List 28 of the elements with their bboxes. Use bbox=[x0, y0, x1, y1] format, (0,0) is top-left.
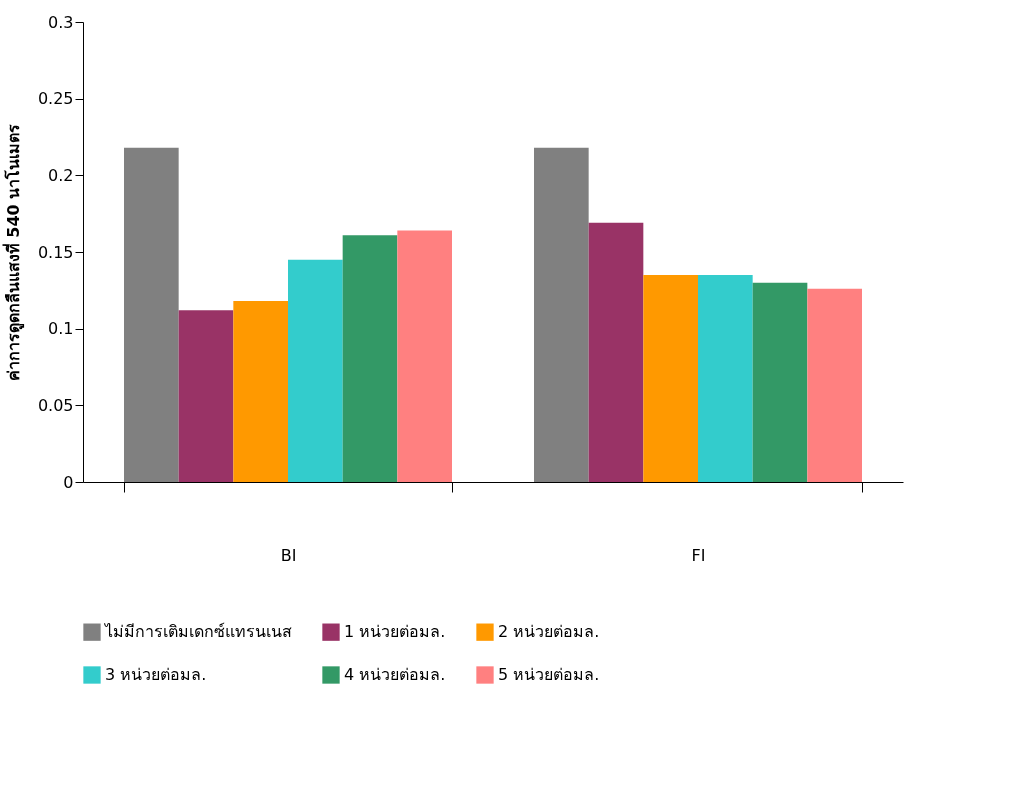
bar bbox=[288, 259, 343, 482]
legend-label: 4 หน่วยต่อมล. bbox=[344, 665, 446, 684]
bar bbox=[588, 222, 644, 482]
bar bbox=[752, 282, 808, 482]
bar bbox=[178, 310, 234, 482]
bar bbox=[807, 288, 862, 482]
legend-label: 5 หน่วยต่อมล. bbox=[498, 665, 600, 684]
y-tick-label: 0.1 bbox=[48, 319, 74, 339]
y-tick-label: 0.2 bbox=[48, 165, 74, 185]
bar bbox=[124, 147, 179, 482]
y-tick-label: 0 bbox=[63, 472, 74, 492]
y-tick-label: 0.15 bbox=[37, 242, 74, 262]
x-tick-label: BI bbox=[280, 545, 297, 565]
y-tick-label: 0.25 bbox=[37, 89, 74, 109]
y-tick-label: 0.05 bbox=[37, 395, 74, 415]
legend-label: 1 หน่วยต่อมล. bbox=[344, 622, 446, 642]
legend-label: ไม่มีการเติมเดกซ์แทรนเนส bbox=[103, 622, 292, 642]
bar bbox=[342, 235, 398, 482]
bar bbox=[233, 301, 288, 482]
x-tick-label: FI bbox=[691, 545, 706, 565]
bar bbox=[397, 230, 452, 482]
y-tick-label: 0.3 bbox=[48, 12, 74, 32]
bar bbox=[534, 147, 589, 482]
bar bbox=[698, 275, 753, 482]
y-axis-title: ค่าการดูดกลืนแสงที่ 540 นาโนเมตร bbox=[1, 123, 25, 382]
bar bbox=[643, 275, 698, 482]
legend-label: 2 หน่วยต่อมล. bbox=[498, 622, 600, 642]
legend-label: 3 หน่วยต่อมล. bbox=[105, 665, 207, 684]
